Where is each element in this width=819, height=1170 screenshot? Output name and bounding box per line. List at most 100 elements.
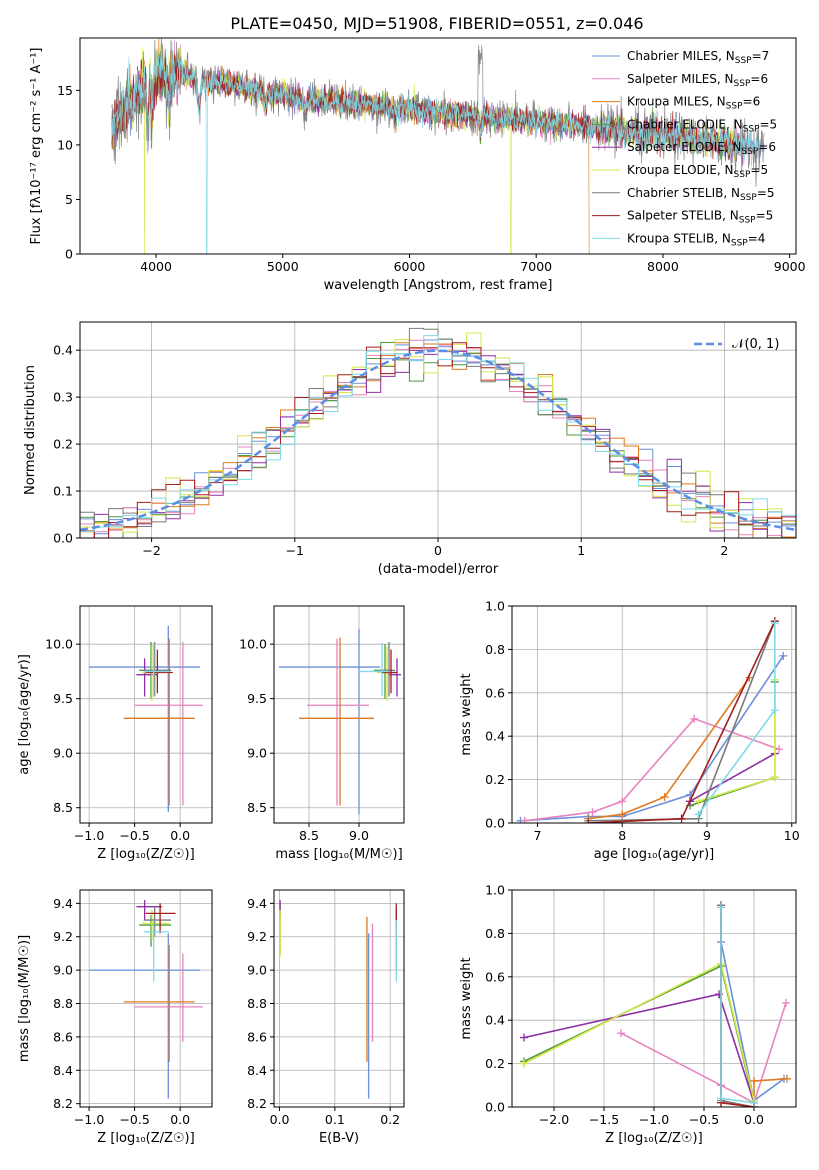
y-tick-label: 0.0 <box>53 531 73 546</box>
weight-point-marker <box>779 651 788 660</box>
mass-vs-metallicity-panel: −1.0 −0.5 0.0 8.2 8.4 8.6 8.8 9.0 9.2 9.4 Z [log₁₀… <box>17 889 213 1146</box>
x-axis-label: E(B-V) <box>319 1131 359 1146</box>
x-tick-label: −2 <box>142 543 160 558</box>
legend-entry: Salpeter STELIB, NSSP=5 <box>627 209 773 226</box>
x-axis-label: (data-model)/error <box>378 562 499 577</box>
x-tick-label: 10 <box>784 828 800 843</box>
x-tick-label: 9.0 <box>349 828 369 843</box>
weight-point-marker <box>770 706 779 715</box>
y-tick-label: 0.4 <box>53 343 73 358</box>
weight-point-marker <box>694 810 703 819</box>
weight-point-marker <box>520 1059 528 1068</box>
y-tick-label: 8.6 <box>247 1029 267 1044</box>
weight-point-marker <box>782 998 790 1007</box>
legend-entry: 𝒩(0, 1) <box>732 337 779 352</box>
y-tick-label: 5 <box>65 192 73 207</box>
spectrum-line <box>111 41 759 254</box>
legend-entry: Kroupa MILES, NSSP=6 <box>627 95 760 112</box>
y-tick-label: 1.0 <box>485 883 505 898</box>
weight-point-marker <box>750 1076 758 1085</box>
legend-entry: Salpeter ELODIE, NSSP=6 <box>627 140 776 157</box>
y-tick-label: 0.2 <box>485 772 505 787</box>
y-tick-label: 10 <box>57 137 73 152</box>
y-tick-label: 9.4 <box>53 896 73 911</box>
spectrum-legend: Chabrier MILES, NSSP=7 Salpeter MILES, NS… <box>592 49 777 248</box>
legend-entry: Chabrier MILES, NSSP=7 <box>627 49 769 66</box>
y-tick-label: 9.2 <box>247 929 267 944</box>
legend-entry: Chabrier STELIB, NSSP=5 <box>627 186 775 203</box>
y-axis-label: Flux [fλ10⁻¹⁷ erg cm⁻² s⁻¹ A⁻¹] <box>29 48 44 245</box>
y-axis-label: mass weight <box>459 673 474 755</box>
y-axis-label: mass weight <box>459 957 474 1039</box>
weight-series-line <box>520 655 784 822</box>
plot-area <box>89 625 203 813</box>
y-tick-label: 0.6 <box>485 969 505 984</box>
y-tick-label: 9.5 <box>53 691 73 706</box>
weight-series-line <box>523 964 755 1103</box>
axes-frame <box>79 889 213 1108</box>
weight-point-marker <box>717 903 725 912</box>
y-tick-label: 8.8 <box>53 996 73 1011</box>
y-axis-label: age [log₁₀(age/yr)] <box>17 654 32 775</box>
x-axis-label: wavelength [Angstrom, rest frame] <box>324 278 553 293</box>
weight-point-marker <box>618 810 627 819</box>
weight-point-marker <box>770 773 779 782</box>
y-tick-label: 8.4 <box>53 1063 73 1078</box>
y-tick-label: 0.0 <box>485 1100 505 1115</box>
x-axis-label: age [log₁₀(age/yr)] <box>594 847 715 862</box>
x-tick-label: 0.1 <box>325 1112 345 1127</box>
y-axis-label: mass [log₁₀(M/M☉)] <box>17 935 32 1062</box>
plot-area <box>520 901 791 1107</box>
plot-area <box>80 327 796 538</box>
y-tick-label: 0.6 <box>485 685 505 700</box>
legend-entry: Salpeter MILES, NSSP=6 <box>627 72 768 89</box>
x-axis-label: Z [log₁₀(Z/Z☉)] <box>97 847 194 862</box>
weight-point-marker <box>717 1094 725 1103</box>
x-axis-label: Z [log₁₀(Z/Z☉)] <box>605 1131 702 1146</box>
mass-weight-vs-age-panel: 7 8 9 10 0.0 0.2 0.4 0.6 0.8 1.0 age [log₁₀(age/yr… <box>459 599 800 863</box>
x-tick-label: −1 <box>286 543 304 558</box>
plot-area <box>111 38 765 254</box>
mass-vs-extinction-panel: 0.0 0.1 0.2 8.2 8.4 8.6 8.8 9.0 9.2 9.4 E(B-V) <box>247 889 405 1146</box>
plot-area <box>516 617 788 823</box>
age-vs-mass-panel: 8.5 9.0 8.5 9.0 9.5 10.0 mass [log₁₀(M/M☉)] <box>239 605 405 862</box>
y-tick-label: 8.5 <box>247 800 267 815</box>
weight-point-marker <box>660 792 669 801</box>
x-tick-label: 9 <box>703 828 711 843</box>
x-tick-label: −0.5 <box>689 1112 719 1127</box>
y-tick-label: 0.1 <box>53 484 73 499</box>
x-tick-label: 0.0 <box>170 1112 190 1127</box>
histogram-step <box>80 342 796 538</box>
weight-point-marker <box>618 797 627 806</box>
x-tick-label: 0.0 <box>270 1112 290 1127</box>
x-tick-label: 9000 <box>774 259 806 274</box>
plot-area <box>279 628 401 815</box>
x-tick-label: 0.0 <box>744 1112 764 1127</box>
weight-point-marker <box>520 1033 528 1042</box>
y-tick-label: 0.8 <box>485 926 505 941</box>
weight-series-line <box>689 752 776 802</box>
weight-point-marker <box>584 819 593 823</box>
x-tick-label: −1.5 <box>589 1112 619 1127</box>
y-tick-label: 0.4 <box>485 729 505 744</box>
y-tick-label: 0.2 <box>485 1056 505 1071</box>
axes-frame <box>273 889 405 1108</box>
legend-entry: Kroupa ELODIE, NSSP=5 <box>627 163 768 180</box>
y-tick-label: 9.2 <box>53 929 73 944</box>
weight-point-marker <box>775 745 784 754</box>
spectrum-panel: 4000 5000 6000 7000 8000 9000 0 5 10 15 wavelength… <box>29 37 806 293</box>
weight-point-marker <box>588 808 597 817</box>
weight-series-line <box>588 677 751 820</box>
x-tick-label: −1.0 <box>74 828 104 843</box>
y-tick-label: 0.3 <box>53 390 73 405</box>
weight-series-line <box>588 620 776 822</box>
x-tick-label: −1.0 <box>74 1112 104 1127</box>
legend-entry: Chabrier ELODIE, NSSP=5 <box>627 117 777 134</box>
x-tick-label: 6000 <box>394 259 426 274</box>
axes-frame <box>79 37 797 255</box>
y-tick-label: 8.2 <box>53 1096 73 1111</box>
weight-series-line <box>588 620 776 823</box>
normal-reference-curve <box>80 349 796 532</box>
x-tick-label: 0.2 <box>380 1112 400 1127</box>
